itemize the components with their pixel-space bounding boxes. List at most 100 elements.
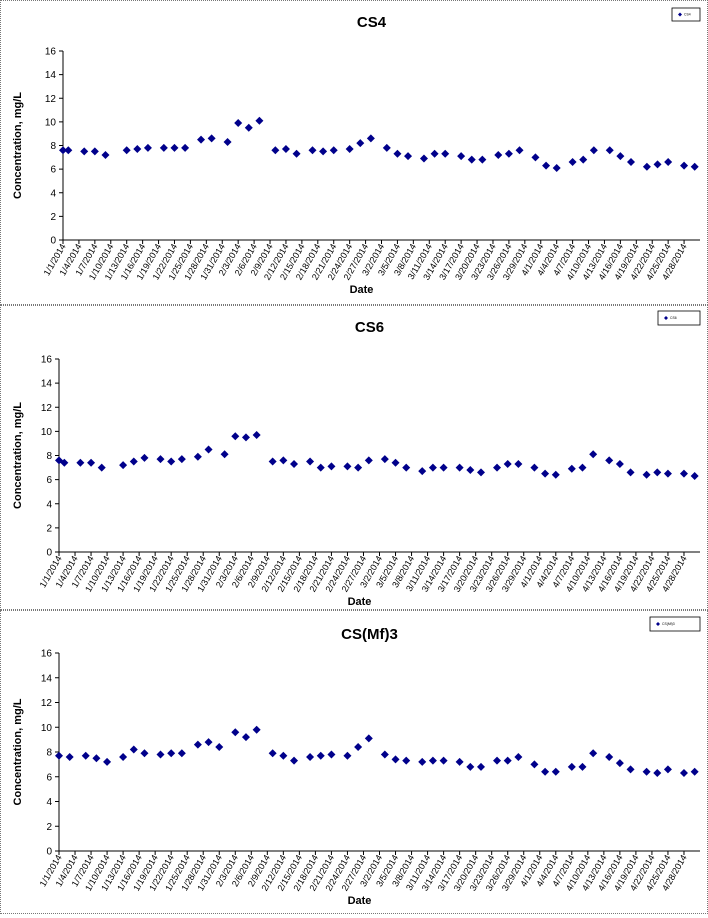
- data-point: [122, 146, 131, 155]
- data-point: [541, 767, 550, 776]
- y-tick-label: 8: [50, 141, 56, 152]
- data-point: [220, 450, 229, 459]
- data-point: [364, 456, 373, 465]
- data-point: [478, 155, 487, 164]
- data-point: [306, 457, 315, 466]
- y-tick-label: 0: [46, 847, 52, 858]
- x-axis-title: Date: [348, 596, 372, 608]
- data-point: [418, 757, 427, 766]
- data-point: [626, 468, 635, 477]
- data-point: [252, 725, 261, 734]
- y-tick-label: 12: [45, 94, 57, 105]
- data-point: [567, 464, 576, 473]
- legend: CS6: [657, 310, 701, 326]
- y-tick-label: 8: [46, 451, 52, 462]
- data-point: [380, 750, 389, 759]
- data-point: [279, 456, 288, 465]
- data-point: [642, 162, 651, 171]
- legend: CS(Mf)3: [649, 616, 701, 632]
- data-point: [92, 754, 101, 763]
- data-point: [552, 163, 561, 172]
- data-point: [159, 143, 168, 152]
- data-point: [197, 135, 206, 144]
- data-point: [290, 459, 299, 468]
- data-point: [653, 769, 662, 778]
- data-point: [65, 752, 74, 761]
- y-tick-label: 14: [41, 673, 53, 684]
- data-point: [329, 146, 338, 155]
- y-tick-label: 4: [50, 188, 56, 199]
- legend-label: CS4: [684, 13, 691, 17]
- data-point: [156, 455, 165, 464]
- data-point: [356, 139, 365, 148]
- data-point: [244, 123, 253, 132]
- data-point: [76, 458, 85, 467]
- data-point: [455, 757, 464, 766]
- data-point: [551, 767, 560, 776]
- data-point: [579, 155, 588, 164]
- data-point: [589, 450, 598, 459]
- data-point: [404, 152, 413, 161]
- y-tick-label: 6: [46, 772, 52, 783]
- data-point: [343, 462, 352, 471]
- y-tick-label: 16: [41, 649, 53, 660]
- data-point: [493, 463, 502, 472]
- y-tick-label: 12: [41, 698, 53, 709]
- data-point: [97, 463, 106, 472]
- data-point: [457, 152, 466, 161]
- data-point: [181, 143, 190, 152]
- data-point: [156, 750, 165, 759]
- data-point: [193, 740, 202, 749]
- data-point: [167, 457, 176, 466]
- data-point: [170, 143, 179, 152]
- y-tick-label: 16: [45, 47, 57, 58]
- data-point: [345, 145, 354, 154]
- chart-title: CS4: [357, 14, 387, 31]
- y-tick-label: 2: [46, 822, 52, 833]
- data-point: [290, 756, 299, 765]
- data-point: [231, 728, 240, 737]
- data-point: [292, 149, 301, 158]
- data-point: [605, 456, 614, 465]
- data-point: [530, 760, 539, 769]
- data-point: [391, 458, 400, 467]
- data-point: [428, 756, 437, 765]
- legend-marker: [678, 12, 682, 17]
- data-point: [514, 752, 523, 761]
- data-point: [306, 752, 315, 761]
- data-point: [503, 459, 512, 468]
- data-point: [271, 146, 280, 155]
- data-point: [439, 756, 448, 765]
- data-point: [140, 453, 149, 462]
- data-point: [87, 458, 96, 467]
- data-point: [319, 147, 328, 156]
- chart-cs6: CS6CS602468101214161/1/20141/4/20141/7/2…: [12, 310, 701, 608]
- data-point: [690, 767, 699, 776]
- data-point: [605, 752, 614, 761]
- data-point: [103, 757, 112, 766]
- data-point: [476, 468, 485, 477]
- legend-label: CS6: [670, 316, 677, 320]
- data-point: [101, 150, 110, 159]
- chart-csmf3: CS(Mf)3CS(Mf)302468101214161/1/20141/4/2…: [12, 616, 701, 907]
- data-point: [59, 146, 67, 155]
- data-point: [234, 119, 243, 128]
- data-point: [119, 461, 128, 470]
- y-tick-label: 10: [45, 117, 57, 128]
- data-point: [616, 152, 625, 161]
- data-point: [642, 767, 651, 776]
- y-tick-label: 12: [41, 403, 53, 414]
- data-point: [690, 162, 699, 171]
- legend-box: [657, 310, 701, 326]
- y-axis-title: Concentration, mg/L: [12, 698, 24, 805]
- data-point: [466, 465, 475, 474]
- chart-panel-cs6: CS6 CS6 0 2 4 6 8 10 12 14 16 1/1/2014 1/4/2014 1/7/2…: [0, 305, 708, 610]
- y-tick-label: 16: [41, 355, 53, 366]
- data-point: [626, 765, 635, 774]
- legend-label: CS(Mf)3: [662, 622, 675, 626]
- data-point: [255, 116, 264, 125]
- y-tick-label: 6: [46, 475, 52, 486]
- data-point: [567, 762, 576, 771]
- data-point: [354, 463, 363, 472]
- data-point: [402, 756, 411, 765]
